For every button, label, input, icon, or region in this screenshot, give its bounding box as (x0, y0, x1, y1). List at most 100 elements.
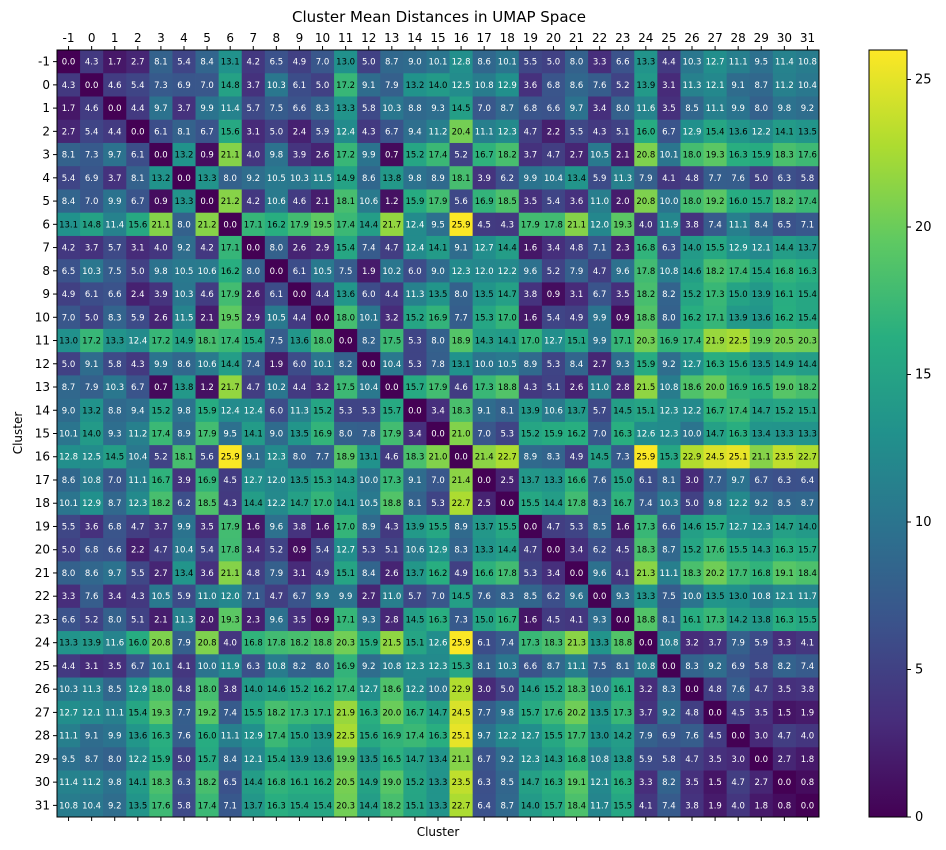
cell-value-label: 24.5 (452, 708, 471, 718)
heatmap-cell (287, 398, 312, 423)
y-tick-label: 31 (35, 798, 50, 812)
cell-value-label: 15.7 (544, 801, 563, 811)
heatmap-cell (634, 50, 658, 74)
heatmap-cell (726, 375, 751, 400)
cell-value-label: 2.7 (154, 569, 168, 579)
heatmap-cell (749, 305, 774, 330)
heatmap-cell (472, 793, 497, 818)
cell-value-label: 4.7 (778, 732, 792, 742)
heatmap-cell (680, 654, 704, 678)
heatmap-cell (795, 631, 820, 655)
cell-value-label: 11.1 (706, 104, 725, 114)
cell-value-label: 15.1 (405, 639, 424, 649)
cell-value-label: 7.6 (731, 174, 745, 184)
x-tick-label: 21 (569, 31, 584, 45)
cell-value-label: 4.8 (685, 708, 699, 718)
cell-value-label: 14.7 (521, 778, 540, 788)
heatmap-cell (657, 328, 681, 353)
heatmap-cell (103, 50, 127, 74)
cell-value-label: 6.2 (593, 546, 607, 556)
heatmap-cell (749, 352, 774, 376)
cell-value-label: 18.3 (452, 406, 471, 416)
cell-value-label: 2.7 (62, 127, 76, 137)
heatmap-cell (703, 235, 728, 260)
cell-value-label: 8.0 (755, 104, 769, 114)
cell-value-label: 20.3 (798, 337, 817, 347)
heatmap-cell (588, 514, 612, 539)
heatmap-cell (57, 259, 81, 283)
cell-value-label: 15.2 (775, 406, 794, 416)
heatmap-cell (380, 96, 404, 121)
heatmap-cell (518, 770, 543, 795)
heatmap-cell (772, 468, 797, 493)
cell-value-label: 11.3 (405, 290, 424, 300)
cell-value-label: 8.1 (131, 174, 145, 184)
cell-value-label: 14.3 (336, 476, 355, 486)
heatmap-cell (80, 375, 104, 400)
cell-value-label: 3.7 (85, 244, 99, 254)
cell-value-label: 10.8 (659, 267, 678, 277)
heatmap-cell (380, 747, 404, 771)
cell-value-label: 9.3 (616, 592, 630, 602)
heatmap-cell (749, 235, 774, 260)
heatmap-cell (703, 73, 728, 97)
heatmap-cell (703, 189, 728, 214)
x-tick-label: 17 (477, 31, 492, 45)
heatmap-cell (403, 445, 427, 469)
cell-value-label: 17.8 (267, 639, 286, 649)
cell-value-label: 4.9 (454, 569, 468, 579)
cell-value-label: 9.7 (108, 569, 122, 579)
cell-value-label: 17.3 (706, 290, 725, 300)
cell-value-label: 16.5 (382, 755, 401, 765)
heatmap-cell (103, 538, 127, 562)
heatmap-cell (795, 259, 820, 283)
heatmap-cell (703, 259, 728, 283)
cell-value-label: 8.5 (685, 104, 699, 114)
heatmap-cell (126, 166, 150, 190)
cell-value-label: 9.5 (431, 220, 445, 230)
heatmap-cell (703, 747, 728, 771)
heatmap-cell (634, 724, 658, 748)
heatmap-cell (657, 584, 681, 609)
cell-value-label: 25.9 (221, 453, 240, 463)
heatmap-cell (795, 700, 820, 725)
heatmap-cell (449, 352, 474, 376)
cell-value-label: 18.9 (452, 337, 471, 347)
heatmap-cell (588, 235, 612, 260)
cell-value-label: 6.7 (662, 127, 676, 137)
heatmap-cell (264, 259, 289, 283)
heatmap-cell (634, 793, 658, 818)
cell-value-label: 8.7 (85, 755, 99, 765)
cell-value-label: 5.4 (316, 546, 330, 556)
cell-value-label: 10.6 (359, 197, 378, 207)
heatmap-cell (495, 96, 520, 121)
cell-value-label: 2.4 (293, 127, 307, 137)
heatmap-cell (357, 445, 381, 469)
cell-value-label: 9.3 (431, 104, 445, 114)
cell-value-label: 7.7 (708, 476, 722, 486)
heatmap-cell (565, 445, 589, 469)
cell-value-label: 7.6 (731, 685, 745, 695)
cell-value-label: 17.8 (567, 499, 586, 509)
heatmap-cell (218, 212, 243, 237)
heatmap-cell (726, 73, 751, 97)
heatmap-cell (126, 445, 150, 469)
heatmap-cell (264, 96, 289, 121)
heatmap-cell (172, 514, 196, 539)
cell-value-label: 16.3 (544, 778, 563, 788)
cell-value-label: 1.6 (247, 522, 261, 532)
cell-value-label: 13.4 (429, 755, 448, 765)
heatmap-cell (334, 654, 358, 678)
heatmap-cell (241, 259, 266, 283)
cell-value-label: 17.8 (498, 569, 517, 579)
cell-value-label: 4.3 (85, 58, 99, 68)
heatmap-cell (311, 491, 335, 516)
cell-value-label: 5.7 (247, 104, 261, 114)
cell-value-label: 18.3 (151, 778, 170, 788)
cell-value-label: 0.0 (177, 174, 191, 184)
heatmap-cell (449, 282, 474, 307)
heatmap-cell (403, 352, 427, 376)
cell-value-label: 14.0 (244, 685, 263, 695)
heatmap-cell (680, 235, 704, 260)
heatmap-cell (634, 468, 658, 493)
